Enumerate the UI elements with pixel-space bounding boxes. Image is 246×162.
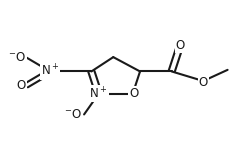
Text: O: O (16, 79, 26, 92)
Text: N$^+$: N$^+$ (41, 64, 59, 79)
Text: $^{-}$O: $^{-}$O (64, 108, 82, 121)
Text: N$^+$: N$^+$ (89, 86, 108, 101)
Text: O: O (129, 87, 138, 100)
Text: O: O (176, 39, 185, 52)
Text: $^{-}$O: $^{-}$O (8, 51, 26, 64)
Text: O: O (199, 76, 208, 89)
